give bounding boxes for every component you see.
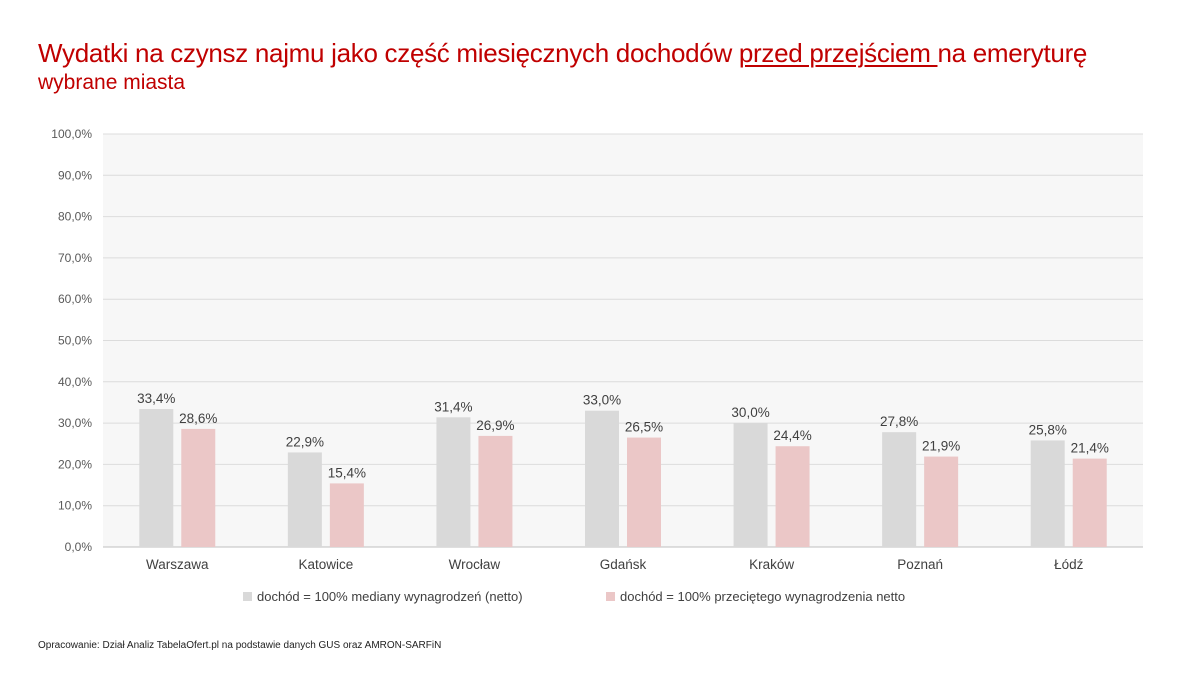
bar-median [139,409,174,547]
y-tick-label: 0,0% [65,540,93,554]
y-tick-label: 70,0% [58,251,92,265]
data-label: 26,5% [625,420,663,435]
x-tick-label: Poznań [897,557,943,572]
data-label: 25,8% [1029,422,1067,437]
bar-median [1030,440,1065,547]
data-label: 28,6% [179,411,217,426]
bar-median [882,432,917,547]
x-tick-label: Łódź [1054,557,1084,572]
data-label: 33,4% [137,391,175,406]
legend-label: dochód = 100% przeciętego wynagrodzenia … [620,589,905,604]
x-tick-label: Gdańsk [600,557,647,572]
bar-median [733,423,768,547]
data-label: 24,4% [773,428,811,443]
x-tick-label: Warszawa [146,557,209,572]
y-tick-label: 20,0% [58,457,92,471]
title-part2: na emeryturę [937,38,1088,68]
bar-average [627,437,661,547]
y-tick-label: 30,0% [58,416,92,430]
bar-median [436,417,471,547]
data-label: 33,0% [583,393,621,408]
y-tick-label: 50,0% [58,334,92,348]
bar-average [1072,458,1107,547]
data-label: 15,4% [328,465,366,480]
data-label: 27,8% [880,414,918,429]
chart-subtitle: wybrane miasta [38,71,186,94]
bar-average [478,435,513,547]
legend-swatch [243,592,252,601]
data-label: 21,4% [1071,441,1109,456]
bar-average [775,446,810,547]
y-tick-label: 80,0% [58,210,92,224]
legend-label: dochód = 100% mediany wynagrodzeń (netto… [257,589,523,604]
title-part1: Wydatki na czynsz najmu jako część miesi… [38,38,739,68]
data-label: 31,4% [434,399,472,414]
data-label: 22,9% [286,434,324,449]
data-label: 26,9% [476,418,514,433]
title-underlined: przed przejściem [738,38,938,68]
source-note: Opracowanie: Dział Analiz TabelaOfert.pl… [38,640,442,651]
x-tick-label: Katowice [298,557,353,572]
y-tick-label: 60,0% [58,292,92,306]
bar-average [329,483,364,547]
chart-title: Wydatki na czynsz najmu jako część miesi… [38,38,1087,69]
bar-average [924,456,959,547]
x-tick-label: Kraków [749,557,794,572]
x-tick-label: Wrocław [449,557,501,572]
bar-median [287,452,322,547]
y-tick-label: 100,0% [51,127,92,141]
bar-median [585,410,619,547]
y-tick-label: 10,0% [58,499,92,513]
data-label: 21,9% [922,439,960,454]
y-tick-label: 40,0% [58,375,92,389]
legend-swatch [606,592,615,601]
bar-average [181,428,216,547]
y-tick-label: 90,0% [58,168,92,182]
data-label: 30,0% [731,405,769,420]
